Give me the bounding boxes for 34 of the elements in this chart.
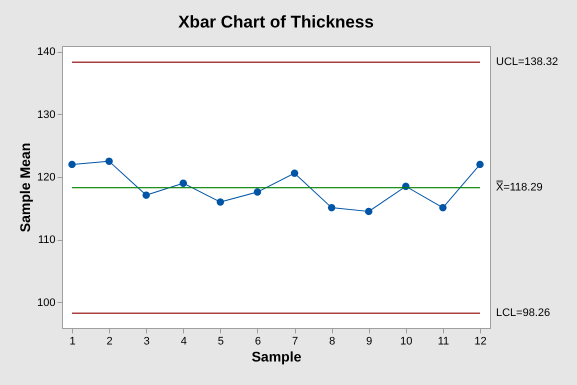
- ref-line-label: X̿=118.29: [496, 180, 543, 194]
- point: [290, 170, 298, 177]
- point: [476, 160, 484, 168]
- point: [328, 204, 336, 212]
- x-tick-label: 9: [366, 336, 372, 348]
- x-tick-label: 11: [438, 336, 450, 348]
- x-axis-title: Sample: [252, 348, 302, 364]
- y-tick-label: 120: [37, 171, 56, 184]
- y-axis-title: Sample Mean: [17, 142, 34, 232]
- y-tick-label: 110: [38, 234, 56, 246]
- point: [439, 204, 447, 212]
- x-tick-label: 4: [180, 336, 187, 348]
- y-tick-label: 100: [37, 296, 56, 309]
- x-tick-label: 8: [329, 336, 336, 348]
- point: [142, 191, 150, 199]
- x-tick-label: 10: [400, 336, 412, 348]
- chart-title: Xbar Chart of Thickness: [178, 12, 374, 32]
- ref-line-label: LCL=98.26: [496, 307, 550, 320]
- point: [68, 160, 76, 168]
- x-tick-label: 1: [69, 336, 76, 348]
- x-tick-label: 12: [474, 336, 487, 348]
- x-tick-label: 5: [218, 336, 224, 348]
- point: [254, 188, 262, 196]
- y-tick-label: 130: [37, 108, 56, 121]
- x-tick-label: 6: [254, 336, 262, 348]
- y-tick-label: 140: [37, 46, 56, 58]
- x-tick-label: 7: [292, 336, 298, 348]
- x-tick-label: 2: [106, 336, 113, 348]
- point: [105, 158, 113, 166]
- ref-line-label: UCL=138.32: [496, 56, 558, 68]
- point: [180, 180, 187, 187]
- x-tick-label: 3: [144, 336, 150, 348]
- point: [216, 198, 224, 206]
- point: [365, 208, 372, 216]
